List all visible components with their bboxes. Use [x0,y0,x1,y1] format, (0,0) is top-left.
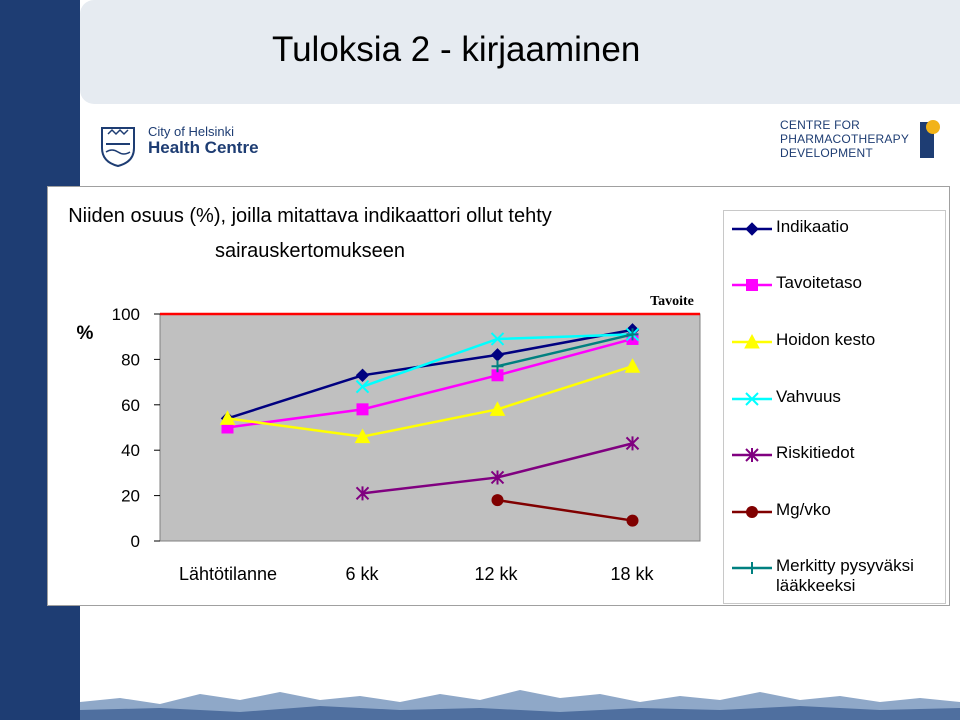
logo-right-line3: DEVELOPMENT [780,146,873,160]
legend-label: Mg/vko [776,500,831,519]
data-point [490,470,505,485]
data-point [489,401,506,416]
legend-swatch-icon [732,392,772,406]
data-point [219,410,236,425]
logo-left-line1: City of Helsinki [148,124,234,139]
series-riskitiedot [355,436,640,501]
data-point [491,494,504,507]
data-point [490,332,505,346]
data-point [624,358,641,373]
series-line [227,337,633,429]
series-hoidon-kesto [219,358,641,444]
series-mg-vko [491,494,639,527]
legend-swatch-icon [732,222,772,236]
logo-right-line2: PHARMACOTHERAPY [780,132,910,146]
series-line [227,365,633,438]
chart-title-line2: sairauskertomukseen [214,240,406,262]
legend-label: Tavoitetaso [776,273,862,292]
title-box [80,0,960,104]
y-tick-label: 40 [121,441,140,460]
y-tick-label: 60 [121,396,140,415]
data-point [491,360,504,373]
legend-label: Indikaatio [776,217,849,236]
data-point [355,486,370,501]
legend-label: Riskitiedot [776,443,855,462]
data-point [355,368,370,382]
series-line [497,333,633,368]
data-point [355,379,370,394]
legend-swatch-icon [732,279,772,291]
y-tick-label: 0 [131,532,140,551]
logo-dot-icon [926,120,940,134]
legend-label: Vahvuus [776,387,841,406]
data-point [625,436,640,451]
x-tick-label: 18 kk [610,564,654,584]
helsinki-crest-icon [101,127,135,168]
x-tick-label: 12 kk [474,564,518,584]
data-point [626,514,639,527]
legend-swatch-icon [732,448,772,462]
series-line [497,498,633,522]
logo-left-line2: Health Centre [148,138,259,157]
target-label: Tavoite [650,294,694,309]
y-tick-label: 80 [121,350,140,369]
data-point [626,328,639,341]
chart-legend: Indikaatio Tavoitetaso Hoidon kesto Vahvuus… [723,210,946,604]
plot-area [159,313,701,542]
slide-title: Tuloksia 2 - kirjaaminen [272,30,641,69]
chart-title-line1: Niiden osuus (%), joilla mitattava indik… [68,205,552,227]
data-point [356,403,369,416]
y-axis-label: % [77,323,94,344]
legend-label: Merkitty pysyväksi lääkkeeksi [776,556,914,595]
legend-swatch-icon [732,333,772,349]
y-tick-label: 100 [112,305,140,324]
legend-swatch-icon [732,506,772,518]
x-tick-label: 6 kk [345,564,379,584]
y-tick-label: 20 [121,487,140,506]
bottom-decoration [0,680,960,720]
logo-right-line1: CENTRE FOR [780,118,860,132]
data-point [491,369,504,382]
series-line [227,328,633,420]
legend-label: Hoidon kesto [776,330,876,349]
x-tick-label: Lähtötilanne [179,564,277,584]
legend-swatch-icon [732,562,772,574]
data-point [354,428,371,444]
series-merkitty-pysyv-ksi-l-kkeeksi [491,328,639,373]
